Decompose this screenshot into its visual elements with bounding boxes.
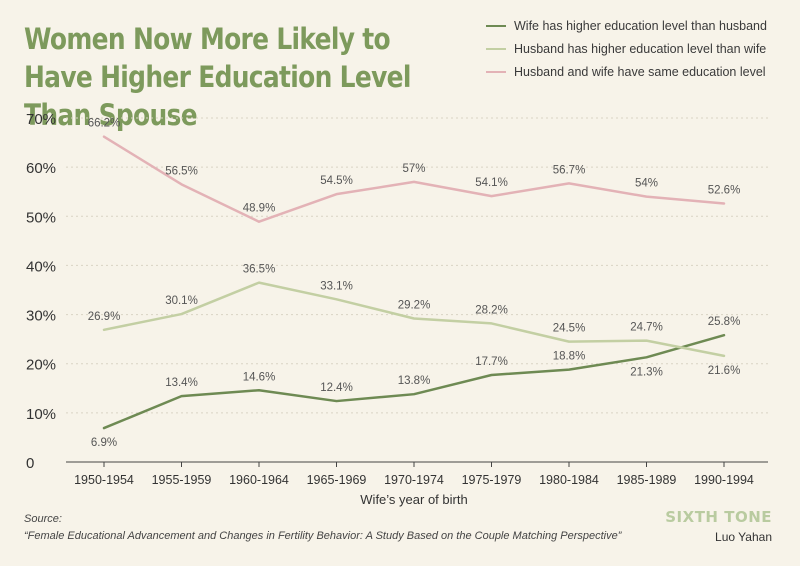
brand-logo: SIXTH TONE: [665, 508, 772, 526]
legend-item-same-level: Husband and wife have same education lev…: [486, 60, 796, 83]
legend-swatch: [486, 24, 506, 27]
legend-label: Husband has higher education level than …: [514, 41, 767, 56]
chart-legend: Wife has higher education level than hus…: [486, 14, 796, 83]
legend-label: Wife has higher education level than hus…: [514, 18, 767, 33]
data-label: 66.2%: [88, 118, 121, 130]
data-label: 26.9%: [88, 311, 121, 323]
y-tick-label: 30%: [26, 308, 56, 325]
legend-swatch: [486, 70, 506, 73]
legend-label: Husband and wife have same education lev…: [514, 64, 766, 79]
y-tick-label: 0: [26, 455, 34, 472]
data-label: 18.8%: [553, 351, 586, 363]
y-tick-label: 60%: [26, 160, 56, 177]
data-label: 54.1%: [475, 177, 508, 189]
data-label: 54%: [635, 178, 658, 190]
x-tick-label: 1970-1974: [384, 473, 444, 487]
y-tick-label: 20%: [26, 357, 56, 374]
x-tick-label: 1950-1954: [74, 473, 134, 487]
x-axis-label: Wife’s year of birth: [360, 492, 467, 507]
legend-item-wife-higher: Wife has higher education level than hus…: [486, 14, 796, 37]
author-credit: Luo Yahan: [715, 530, 772, 544]
data-label: 54.5%: [320, 175, 353, 187]
x-tick-label: 1975-1979: [462, 473, 522, 487]
data-label: 14.6%: [243, 371, 276, 383]
source-text: “Female Educational Advancement and Chan…: [24, 530, 622, 542]
data-label: 57%: [402, 163, 425, 175]
data-label: 13.8%: [398, 375, 431, 387]
source-label: Source:: [24, 513, 62, 525]
x-tick-label: 1965-1969: [307, 473, 367, 487]
x-tick-label: 1985-1989: [617, 473, 677, 487]
data-label: 24.7%: [630, 322, 663, 334]
data-label: 29.2%: [398, 300, 431, 312]
x-tick-label: 1955-1959: [152, 473, 212, 487]
data-label: 24.5%: [553, 323, 586, 335]
data-label: 6.9%: [91, 437, 117, 449]
chart-title: Women Now More Likely to Have Higher Edu…: [24, 22, 411, 132]
data-label: 17.7%: [475, 356, 508, 368]
y-tick-label: 70%: [26, 111, 56, 128]
series-line: [102, 333, 726, 430]
data-label: 30.1%: [165, 295, 198, 307]
data-label: 28.2%: [475, 304, 508, 316]
data-label: 48.9%: [243, 203, 276, 215]
data-label: 25.8%: [708, 316, 741, 328]
legend-swatch: [486, 47, 506, 50]
source-block: Source: “Female Educational Advancement …: [24, 511, 724, 545]
data-label: 52.6%: [708, 185, 741, 197]
y-tick-label: 50%: [26, 209, 56, 226]
data-label: 36.5%: [243, 264, 276, 276]
data-label: 33.1%: [320, 280, 353, 292]
data-label: 21.3%: [630, 366, 663, 378]
data-label: 13.4%: [165, 377, 198, 389]
x-tick-label: 1980-1984: [539, 473, 599, 487]
y-tick-label: 40%: [26, 258, 56, 275]
legend-item-husband-higher: Husband has higher education level than …: [486, 37, 796, 60]
y-tick-label: 10%: [26, 406, 56, 423]
x-tick-label: 1990-1994: [694, 473, 754, 487]
series-line: [102, 135, 726, 223]
x-tick-label: 1960-1964: [229, 473, 289, 487]
data-label: 56.7%: [553, 164, 586, 176]
data-label: 21.6%: [708, 365, 741, 377]
data-label: 12.4%: [320, 382, 353, 394]
series-line: [102, 281, 726, 358]
data-label: 56.5%: [165, 165, 198, 177]
